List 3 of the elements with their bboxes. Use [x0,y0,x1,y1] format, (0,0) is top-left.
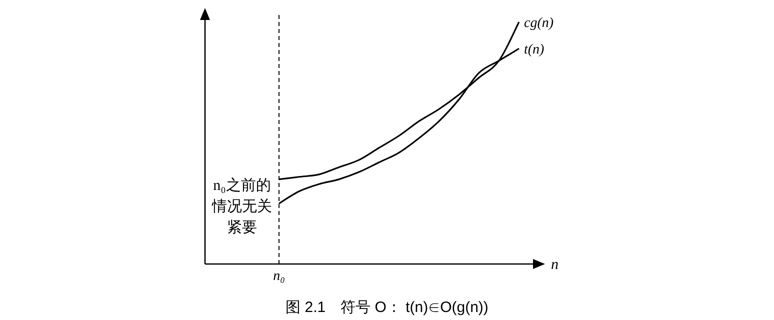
x-label: n [551,257,558,273]
annotation: n₀之前的情况无关紧要 [212,178,272,236]
title: 图 2.1 符号 O： t(n)∈O(g(n)) [286,299,488,316]
